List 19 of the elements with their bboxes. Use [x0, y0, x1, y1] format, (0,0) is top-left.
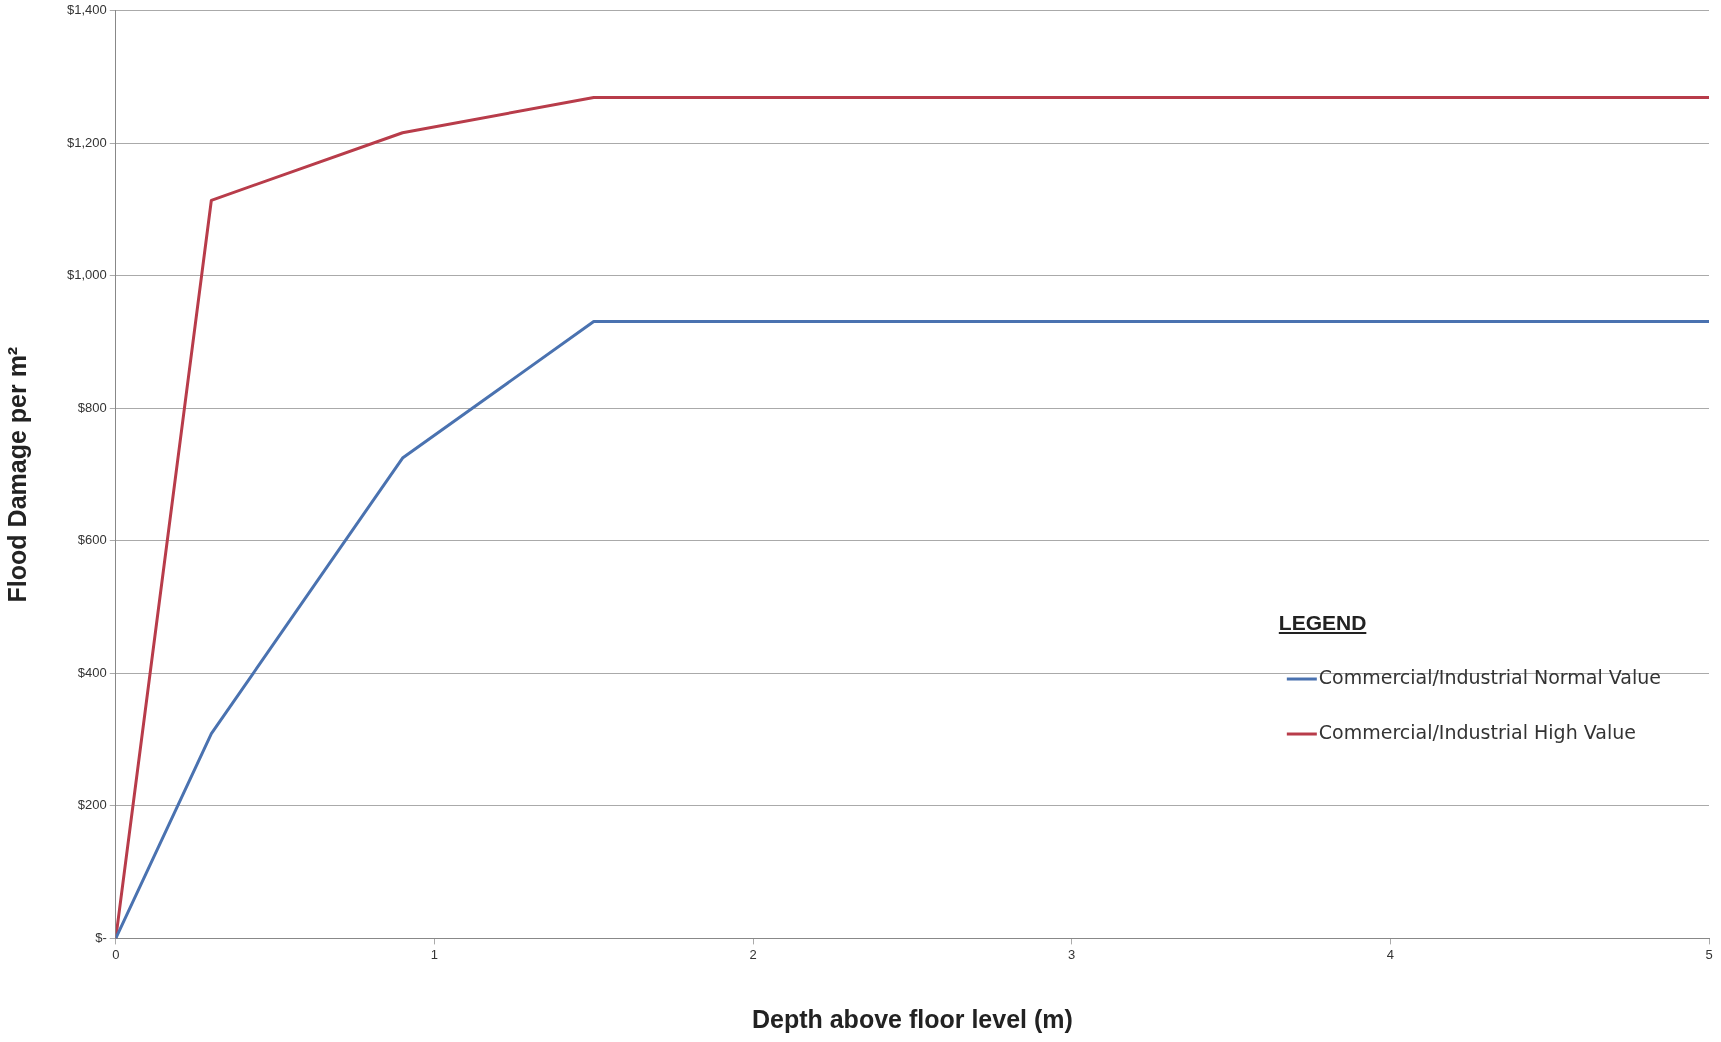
y-tick-label: $1,200: [67, 134, 107, 150]
y-tick-label: $400: [77, 664, 107, 680]
y-tick-label: $600: [77, 532, 107, 548]
y-tick-label: $1,400: [67, 2, 107, 18]
legend-label: Commercial/Industrial High Value: [1318, 720, 1636, 743]
x-tick-label: 4: [1386, 946, 1394, 962]
x-axis-title: Depth above floor level (m): [751, 1004, 1073, 1033]
y-tick-label: $1,000: [67, 267, 107, 283]
y-tick-label: $800: [77, 399, 107, 415]
x-tick-label: 0: [112, 946, 120, 962]
y-axis-title: Flood Damage per m²: [2, 346, 31, 603]
x-tick-label: 3: [1068, 946, 1076, 962]
x-tick-label: 5: [1705, 946, 1713, 962]
y-tick-label: $-: [95, 929, 107, 945]
x-tick-label: 1: [430, 946, 439, 962]
y-tick-label: $200: [77, 797, 107, 813]
legend-label: Commercial/Industrial Normal Value: [1318, 665, 1661, 688]
legend-title: LEGEND: [1278, 611, 1367, 636]
x-tick-label: 2: [749, 946, 757, 962]
